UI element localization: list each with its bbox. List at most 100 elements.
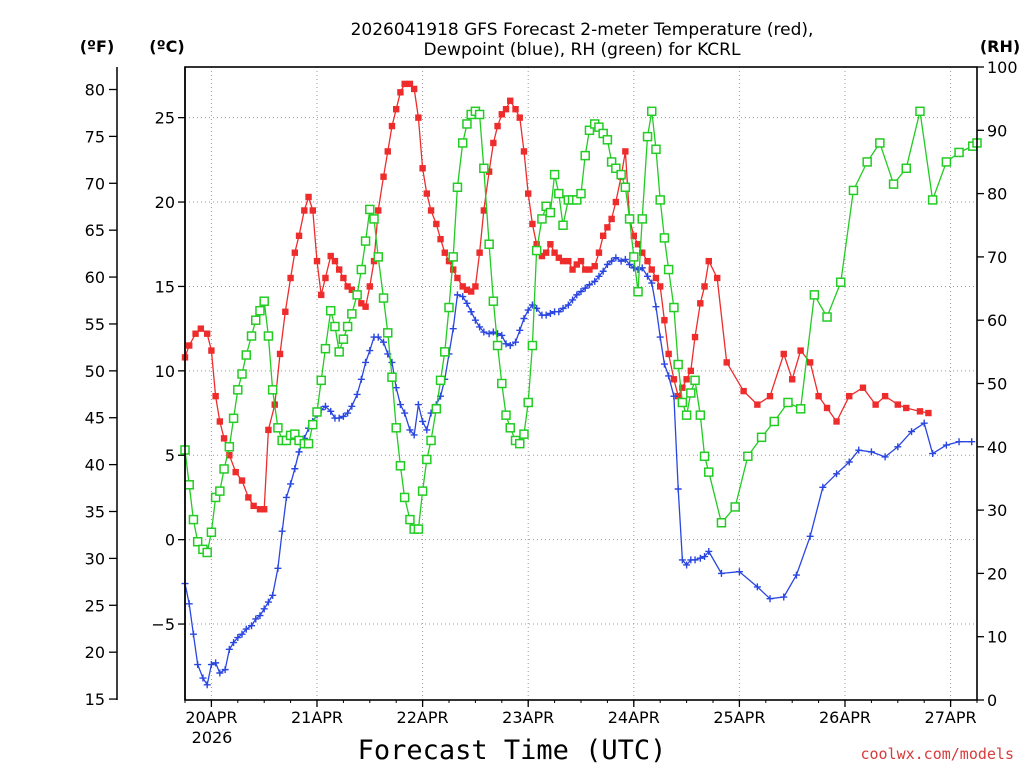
dewpoint-point bbox=[735, 568, 743, 576]
rh-point bbox=[330, 321, 340, 332]
temperature-point bbox=[894, 401, 901, 408]
rh-point bbox=[756, 432, 767, 443]
dewpoint-point bbox=[665, 372, 673, 380]
temperature-point bbox=[657, 283, 664, 290]
rh-point bbox=[695, 410, 706, 420]
temperature-point bbox=[375, 207, 382, 214]
rh-point bbox=[479, 163, 489, 174]
rh-point bbox=[602, 135, 613, 145]
dewpoint-point bbox=[463, 299, 471, 307]
temperature-point bbox=[397, 89, 404, 96]
rh-point bbox=[405, 514, 415, 525]
rh-point bbox=[584, 125, 595, 136]
rh-point bbox=[519, 429, 529, 439]
dewpoint-point bbox=[252, 615, 260, 623]
rh-point bbox=[360, 236, 371, 246]
temperature-point bbox=[480, 207, 488, 214]
dewpoint-point bbox=[705, 547, 713, 555]
dewpoint-point bbox=[696, 554, 704, 562]
dewpoint-point bbox=[366, 347, 374, 355]
dewpoint-point bbox=[506, 342, 514, 350]
rh-point bbox=[769, 416, 779, 427]
temperature-point bbox=[186, 342, 193, 349]
x-tick-label: 20APR bbox=[185, 708, 237, 727]
temperature-point bbox=[533, 241, 540, 248]
dewpoint-point bbox=[819, 483, 827, 491]
temperature-line bbox=[184, 83, 929, 510]
dewpoint-point bbox=[792, 571, 800, 579]
rh-point bbox=[620, 182, 631, 193]
rh-point bbox=[417, 486, 428, 496]
chart-title-line-2: Dewpoint (blue), RH (green) for KCRL bbox=[424, 40, 741, 60]
temperature-point bbox=[441, 249, 448, 256]
fahrenheit-tick-label: 75 bbox=[85, 127, 105, 146]
temperature-point bbox=[419, 165, 426, 172]
temperature-point bbox=[220, 435, 228, 442]
rh-tick-label: 90 bbox=[987, 121, 1007, 140]
fahrenheit-tick-label: 35 bbox=[85, 503, 105, 522]
temperature-point bbox=[203, 330, 211, 337]
rh-tick-label: 20 bbox=[987, 564, 1007, 583]
temperature-point bbox=[766, 392, 774, 400]
temperature-point bbox=[691, 333, 699, 341]
celsius-tick-label: 25 bbox=[155, 109, 175, 128]
rh-point bbox=[188, 514, 199, 525]
axis-layer: 20APR 21APR 22APR 23APR 24APR 25APR 26APR 27APR… bbox=[85, 58, 1018, 727]
rh-point bbox=[642, 131, 653, 142]
dewpoint-point bbox=[599, 267, 607, 275]
temperature-point bbox=[701, 283, 708, 290]
temperature-point bbox=[301, 207, 308, 214]
dewpoint-point bbox=[670, 392, 678, 400]
temperature-point bbox=[555, 254, 563, 261]
temperature-point bbox=[507, 97, 514, 104]
rh-point bbox=[699, 451, 710, 462]
temperature-point bbox=[423, 190, 431, 197]
temperature-point bbox=[226, 452, 233, 459]
fahrenheit-tick-label: 45 bbox=[85, 409, 105, 428]
rh-point bbox=[273, 423, 283, 433]
temperature-point bbox=[463, 286, 471, 294]
rh-point bbox=[497, 378, 507, 389]
temperature-point bbox=[622, 148, 629, 155]
rh-point bbox=[888, 179, 899, 189]
dewpoint-point bbox=[238, 630, 246, 638]
rh-point bbox=[440, 347, 450, 357]
dewpoint-point bbox=[555, 308, 563, 316]
temperature-point bbox=[250, 502, 257, 510]
fahrenheit-unit-label: (ºF) bbox=[80, 37, 115, 56]
rh-point bbox=[251, 315, 261, 325]
rh-point bbox=[783, 397, 793, 408]
dewpoint-point bbox=[207, 661, 215, 669]
temperature-point bbox=[340, 274, 347, 282]
rh-point bbox=[184, 480, 194, 490]
temperature-point bbox=[705, 257, 712, 265]
temperature-point bbox=[925, 409, 932, 417]
dewpoint-point bbox=[494, 330, 502, 338]
dewpoint-point bbox=[542, 311, 550, 319]
dewpoint-point bbox=[269, 591, 277, 599]
series-layer bbox=[180, 80, 982, 689]
rh-point bbox=[316, 375, 326, 386]
temperature-point bbox=[665, 350, 672, 358]
temperature-point bbox=[494, 122, 501, 130]
dewpoint-point bbox=[194, 661, 202, 669]
temperature-point bbox=[282, 308, 289, 315]
temperature-point bbox=[295, 232, 303, 239]
dewpoint-point bbox=[203, 681, 211, 689]
rh-point bbox=[369, 214, 379, 224]
rh-point bbox=[267, 385, 278, 395]
fahrenheit-tick-label: 15 bbox=[85, 690, 105, 709]
temperature-point bbox=[661, 317, 668, 324]
temperature-point bbox=[780, 350, 787, 358]
temperature-point bbox=[644, 257, 651, 265]
temperature-point bbox=[823, 404, 831, 412]
rh-point bbox=[215, 486, 225, 496]
dewpoint-point bbox=[321, 402, 329, 410]
rh-point bbox=[263, 331, 274, 341]
temperature-point bbox=[485, 168, 493, 175]
temperature-point bbox=[674, 392, 682, 400]
rh-point bbox=[303, 438, 314, 449]
dewpoint-point bbox=[260, 605, 268, 613]
rh-point bbox=[422, 454, 432, 465]
temperature-point bbox=[551, 249, 558, 256]
